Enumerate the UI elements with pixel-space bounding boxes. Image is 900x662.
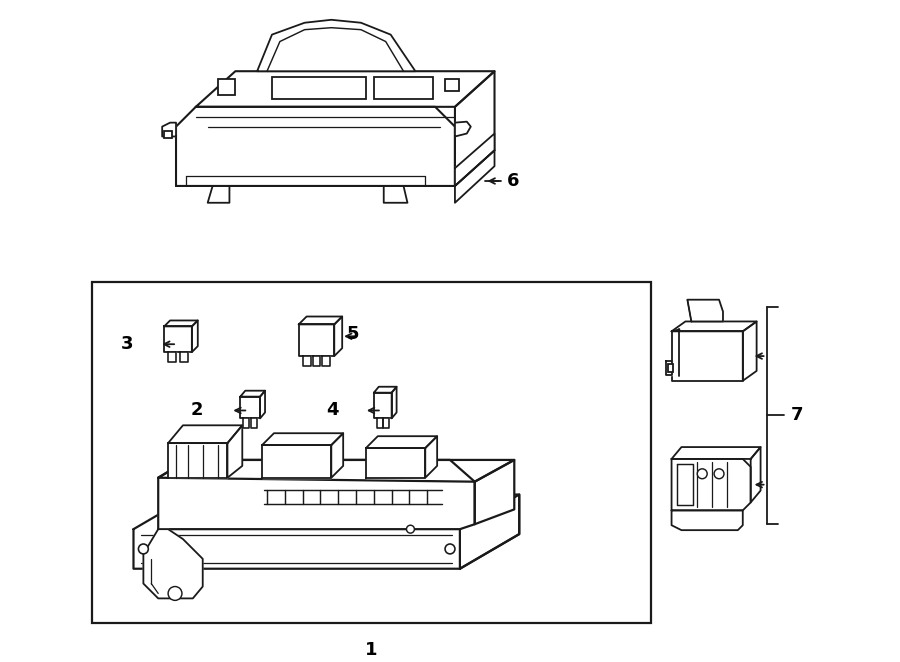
Polygon shape <box>164 326 192 352</box>
Text: 3: 3 <box>121 335 133 354</box>
Polygon shape <box>454 71 494 186</box>
Polygon shape <box>366 448 426 478</box>
Polygon shape <box>162 122 176 136</box>
Bar <box>92 282 651 623</box>
Polygon shape <box>302 356 310 366</box>
Polygon shape <box>666 361 671 375</box>
Polygon shape <box>751 447 760 502</box>
Polygon shape <box>243 418 249 428</box>
Polygon shape <box>392 387 397 418</box>
Circle shape <box>714 469 724 479</box>
Polygon shape <box>143 529 202 598</box>
Polygon shape <box>671 447 760 459</box>
Bar <box>218 79 236 95</box>
Polygon shape <box>426 436 437 478</box>
Polygon shape <box>299 316 342 324</box>
Polygon shape <box>383 186 408 203</box>
Text: 1: 1 <box>365 641 378 659</box>
Polygon shape <box>192 320 198 352</box>
Polygon shape <box>671 510 742 530</box>
Polygon shape <box>454 150 494 203</box>
Bar <box>164 130 172 138</box>
Circle shape <box>446 544 454 554</box>
Text: 7: 7 <box>791 406 804 424</box>
Circle shape <box>407 525 414 533</box>
Polygon shape <box>262 433 343 445</box>
Polygon shape <box>176 107 454 186</box>
Polygon shape <box>382 418 389 428</box>
Polygon shape <box>454 134 494 186</box>
Circle shape <box>168 587 182 600</box>
Polygon shape <box>322 356 330 366</box>
Polygon shape <box>196 71 494 107</box>
Polygon shape <box>474 460 514 524</box>
Polygon shape <box>299 324 334 356</box>
Text: 2: 2 <box>190 401 203 420</box>
Polygon shape <box>374 387 397 393</box>
Polygon shape <box>377 418 382 428</box>
Text: 5: 5 <box>346 325 358 344</box>
Polygon shape <box>312 356 320 366</box>
Polygon shape <box>208 186 230 203</box>
Polygon shape <box>257 20 416 71</box>
Bar <box>374 77 433 99</box>
Polygon shape <box>262 445 331 478</box>
Polygon shape <box>677 464 693 505</box>
Bar <box>272 77 366 99</box>
Polygon shape <box>158 460 474 529</box>
Text: 4: 4 <box>326 401 338 420</box>
Polygon shape <box>688 300 723 322</box>
Polygon shape <box>251 418 257 428</box>
Polygon shape <box>374 393 392 418</box>
Text: 6: 6 <box>508 172 520 190</box>
Polygon shape <box>240 391 265 397</box>
Polygon shape <box>742 322 757 381</box>
Polygon shape <box>460 495 519 569</box>
Polygon shape <box>168 443 228 478</box>
Polygon shape <box>228 425 242 478</box>
Polygon shape <box>331 433 343 478</box>
Polygon shape <box>164 320 198 326</box>
Circle shape <box>139 544 148 554</box>
Polygon shape <box>334 316 342 356</box>
Polygon shape <box>671 322 757 332</box>
Polygon shape <box>133 495 519 569</box>
Polygon shape <box>168 352 176 362</box>
Polygon shape <box>180 352 188 362</box>
Bar <box>446 79 459 91</box>
Polygon shape <box>366 436 437 448</box>
Polygon shape <box>671 332 742 381</box>
Polygon shape <box>168 425 242 443</box>
Bar <box>668 364 672 372</box>
Polygon shape <box>240 397 260 418</box>
Polygon shape <box>454 122 471 136</box>
Circle shape <box>698 469 707 479</box>
Polygon shape <box>158 460 514 482</box>
Polygon shape <box>260 391 265 418</box>
Polygon shape <box>671 459 751 510</box>
